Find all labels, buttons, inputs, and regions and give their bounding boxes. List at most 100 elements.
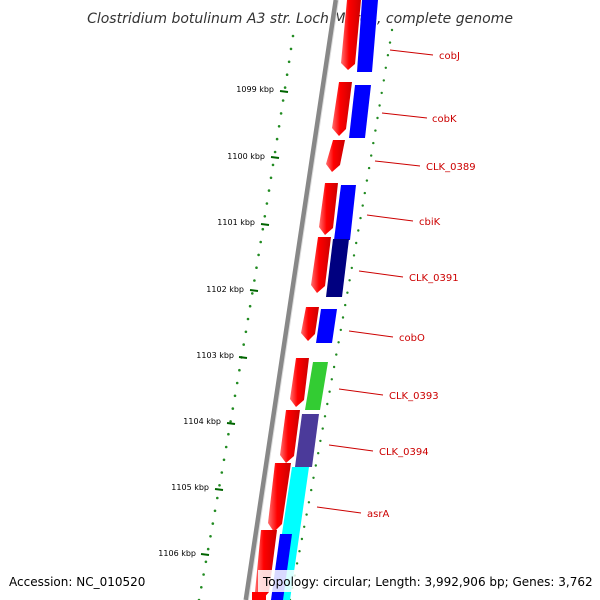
cds-ring-dot <box>350 266 353 270</box>
gene-label[interactable]: cobO <box>399 333 425 344</box>
scale-tick: 1100 kbp <box>227 152 280 161</box>
scale-dot <box>216 496 219 500</box>
scale-dot <box>202 573 205 576</box>
cds-ring-dot <box>361 204 364 207</box>
cds-ring-dot <box>341 316 345 319</box>
footer-background <box>258 570 600 592</box>
scale-dot <box>281 99 285 102</box>
cog-block-cobJ[interactable] <box>357 0 378 72</box>
map-title: Clostridium botulinum A3 str. Loch Maree… <box>87 11 513 27</box>
scale-dot <box>277 125 281 128</box>
scale-tick-label: 1106 kbp <box>158 549 196 558</box>
gene-label[interactable]: cbiK <box>419 217 441 228</box>
cds-feature-forward[interactable] <box>252 592 266 600</box>
gene-label-group[interactable]: cobO <box>348 330 425 344</box>
cog-block-cbiK[interactable] <box>334 185 356 240</box>
scale-dot <box>213 509 217 513</box>
cog-block-cobK[interactable] <box>349 85 371 138</box>
cds-ring-dot <box>388 41 392 44</box>
scale-dot <box>287 60 291 64</box>
cds-ring-dot <box>321 427 324 430</box>
cds-feature-forward[interactable] <box>332 82 352 136</box>
cog-block-CLK_0394[interactable] <box>295 414 319 467</box>
topology-label: Topology: circular; Length: 3,992,906 bp… <box>262 575 593 589</box>
cds-ring-dot <box>303 525 306 528</box>
scale-dot <box>233 394 237 398</box>
gene-label-group[interactable]: cbiK <box>366 214 441 228</box>
scale-dot <box>261 227 265 231</box>
scale-tick-label: 1105 kbp <box>171 483 209 492</box>
scale-dot <box>273 150 277 154</box>
cds-feature-forward[interactable] <box>311 237 331 293</box>
scale-tick: 1099 kbp <box>236 85 289 94</box>
cds-ring-dot <box>378 104 381 107</box>
cds-feature-forward[interactable] <box>341 0 361 70</box>
gene-label[interactable]: asrA <box>367 509 389 520</box>
scale-tick: 1105 kbp <box>171 483 224 492</box>
gene-label[interactable]: cobJ <box>439 51 460 62</box>
gene-label-group[interactable]: CLK_0393 <box>338 388 439 402</box>
accession-label: Accession: NC_010520 <box>9 575 145 589</box>
cds-feature-forward[interactable] <box>301 307 319 341</box>
cog-block-cobO[interactable] <box>316 309 337 343</box>
gene-label-group[interactable]: CLK_0391 <box>358 270 459 284</box>
scale-tick-label: 1104 kbp <box>183 417 221 426</box>
cds-feature-forward[interactable] <box>319 183 338 235</box>
cds-ring-dot <box>357 229 360 232</box>
cds-ring-dot <box>348 279 351 282</box>
scale-dot <box>269 176 273 180</box>
scale-dot <box>246 317 250 321</box>
cds-ring-dot <box>332 365 336 369</box>
scale-tick-label: 1102 kbp <box>206 285 244 294</box>
cds-feature-forward[interactable] <box>268 463 291 532</box>
cds-feature-forward[interactable] <box>290 358 309 407</box>
scale-dot <box>220 471 224 474</box>
cds-ring-dot <box>355 241 358 245</box>
scale-dot <box>231 407 235 410</box>
scale-dot <box>235 381 239 385</box>
cds-ring-dot <box>380 91 383 95</box>
gene-label[interactable]: CLK_0393 <box>389 391 439 402</box>
cds-ring-dot <box>376 116 379 120</box>
scale-dot <box>227 432 230 436</box>
cds-ring-dot <box>372 141 375 145</box>
scale-dot <box>211 522 215 525</box>
cds-ring-dot <box>326 402 329 406</box>
cds-ring-dot <box>382 79 385 82</box>
gene-label-group[interactable]: cobK <box>381 112 457 125</box>
cds-forward-track <box>252 0 361 600</box>
cds-ring-dot <box>300 537 304 541</box>
scale-dots <box>197 34 295 600</box>
scale-dot <box>285 73 289 76</box>
gene-label[interactable]: CLK_0394 <box>379 447 429 458</box>
scale-dot <box>209 535 212 538</box>
cds-ring-dot <box>346 291 349 294</box>
scale-dot <box>200 586 203 589</box>
gene-label-group[interactable]: cobJ <box>389 49 460 62</box>
scale-tick-label: 1100 kbp <box>227 152 265 161</box>
cds-ring-dots <box>288 28 394 600</box>
gene-label-group[interactable]: CLK_0394 <box>328 444 429 458</box>
cds-feature-forward[interactable] <box>326 140 345 172</box>
scale-dot <box>242 343 245 346</box>
gene-label[interactable]: CLK_0391 <box>409 273 459 284</box>
gene-label-group[interactable]: asrA <box>316 506 389 520</box>
cds-ring-dot <box>390 28 394 32</box>
cds-feature-forward[interactable] <box>280 410 300 463</box>
cds-ring-dot <box>328 390 331 393</box>
scale-dot <box>279 112 283 115</box>
cds-ring-dot <box>384 66 387 70</box>
gene-label-group[interactable]: CLK_0389 <box>374 160 476 173</box>
gene-label[interactable]: CLK_0389 <box>426 162 476 173</box>
scale-dot <box>289 47 293 51</box>
cds-ring-dot <box>365 179 369 182</box>
scale-dot <box>251 292 254 295</box>
cds-ring-dot <box>359 216 362 220</box>
cog-block-CLK_0393[interactable] <box>305 362 328 410</box>
cog-block-CLK_0391[interactable] <box>326 239 349 297</box>
cds-ring-dot <box>298 550 301 553</box>
scale-dot <box>265 202 269 205</box>
scale-dot <box>229 420 232 423</box>
scale-dot <box>204 560 208 564</box>
gene-label[interactable]: cobK <box>432 114 457 125</box>
